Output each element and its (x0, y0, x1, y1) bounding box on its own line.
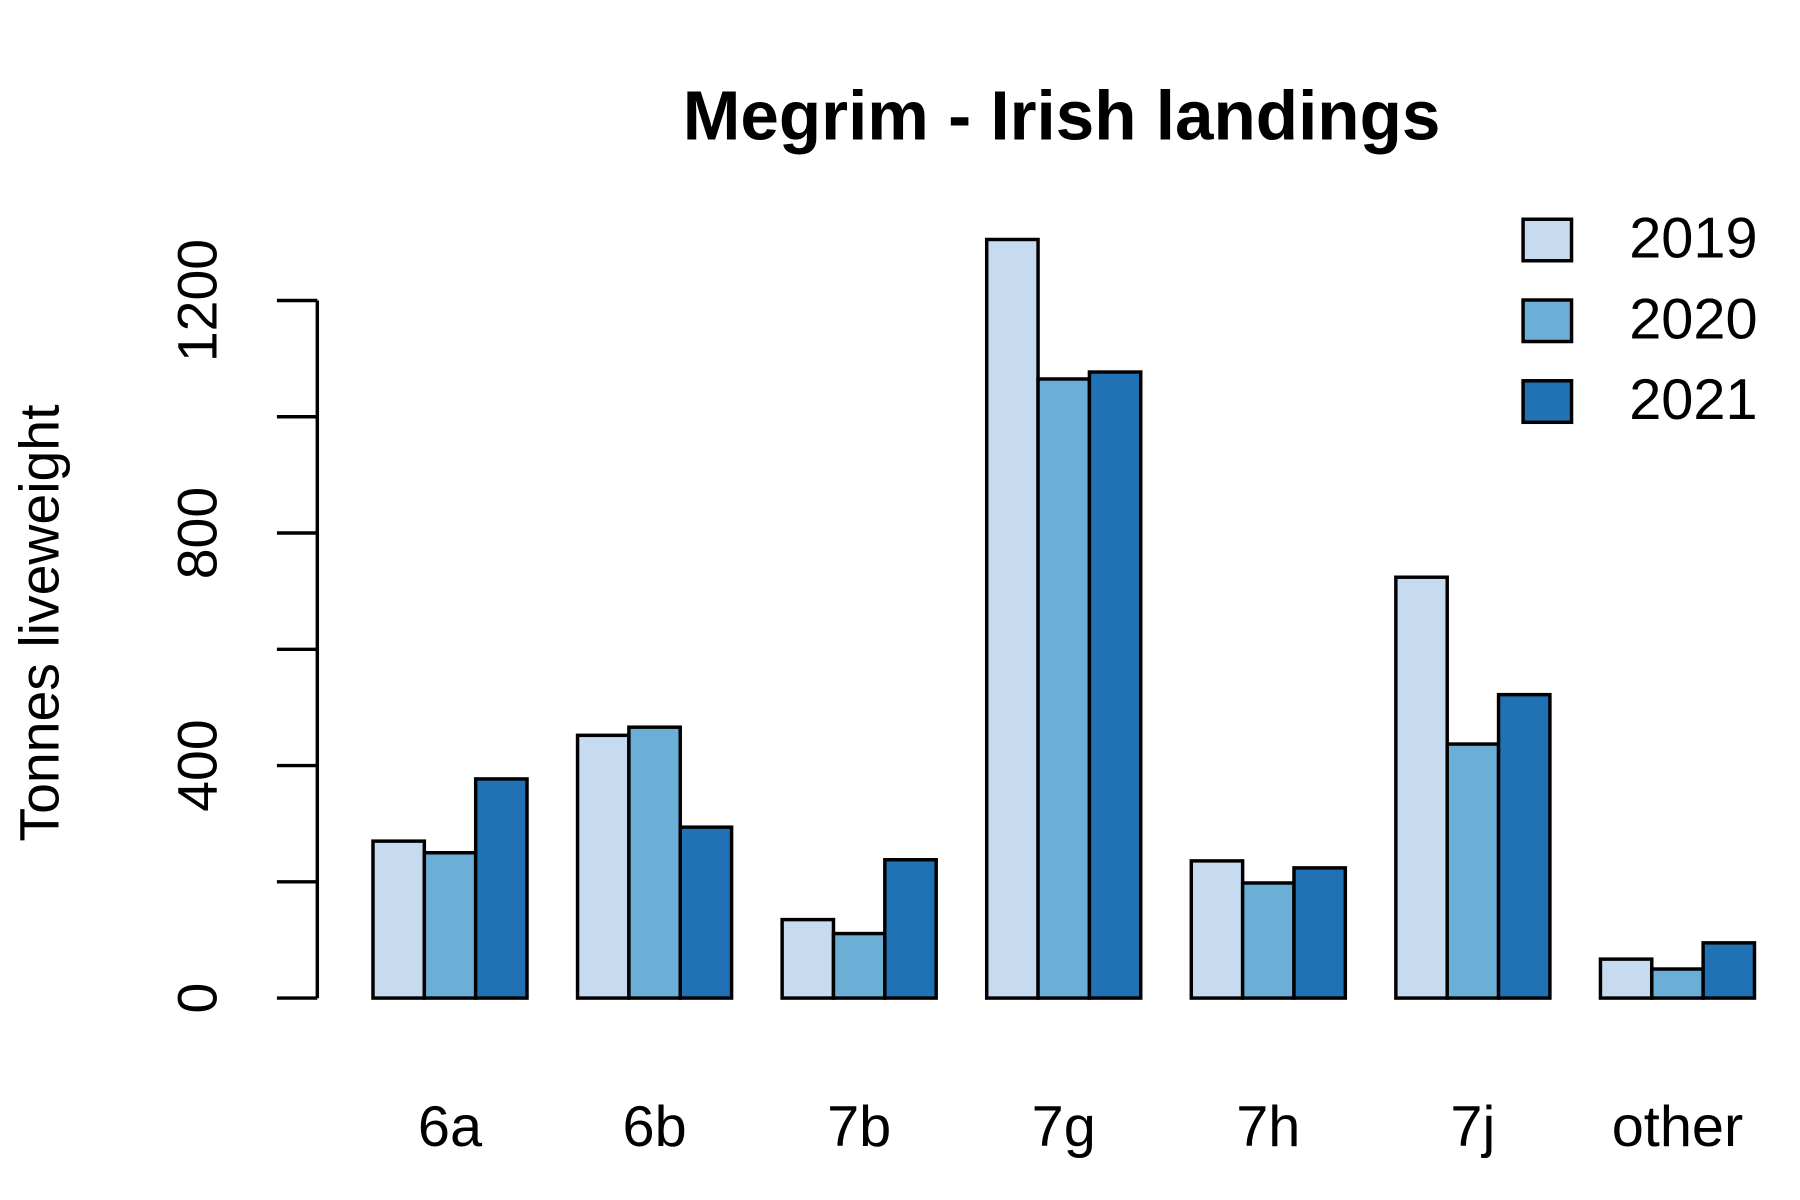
y-tick-label: 0 (167, 983, 229, 1014)
bar (422, 851, 478, 1000)
y-tick-label: 400 (167, 719, 229, 811)
bar (473, 777, 529, 1000)
x-tick-label: 7b (827, 1095, 891, 1159)
bar (1394, 575, 1449, 1000)
bar (1701, 941, 1757, 1000)
bar (678, 825, 734, 1000)
x-tick-label: 7h (1236, 1095, 1300, 1159)
bar (1598, 957, 1654, 1000)
bar (883, 857, 938, 1000)
legend-swatch (1521, 298, 1574, 344)
bar (1292, 866, 1348, 1000)
x-tick-label: other (1612, 1095, 1744, 1159)
x-tick-label: 6b (622, 1095, 686, 1159)
legend-label: 2019 (1629, 207, 1757, 271)
bar (1036, 377, 1092, 1000)
legend-swatch (1521, 379, 1574, 425)
bar (627, 725, 682, 1000)
y-tick-label: 1200 (167, 239, 229, 362)
y-tick-label: 800 (167, 487, 229, 579)
bar (1650, 967, 1705, 1000)
chart-title: Megrim - Irish landings (683, 76, 1441, 154)
bar (1496, 692, 1552, 1000)
bar (780, 917, 836, 1000)
legend-label: 2020 (1629, 287, 1757, 351)
bar (1087, 370, 1143, 1000)
bar (371, 839, 427, 1000)
legend-label: 2021 (1629, 368, 1757, 432)
legend-swatch (1521, 217, 1574, 263)
bar (1189, 859, 1245, 1000)
x-tick-label: 6a (418, 1095, 483, 1159)
x-tick-label: 7j (1450, 1095, 1495, 1159)
bar (984, 237, 1040, 1000)
bar (1240, 881, 1296, 1000)
x-tick-label: 7g (1032, 1095, 1096, 1159)
bar (1445, 742, 1501, 1000)
y-axis-label: Tonnes liveweight (8, 405, 70, 842)
bar (831, 931, 887, 1000)
bar (575, 733, 631, 1000)
